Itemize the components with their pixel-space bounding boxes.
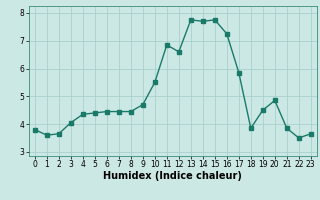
X-axis label: Humidex (Indice chaleur): Humidex (Indice chaleur) xyxy=(103,171,242,181)
